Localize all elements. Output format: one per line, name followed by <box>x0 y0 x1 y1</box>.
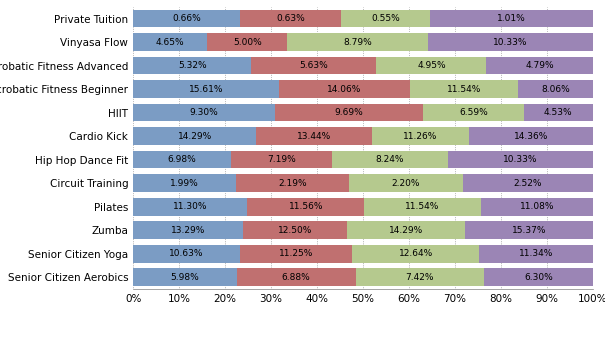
Bar <box>133 268 237 286</box>
Bar <box>486 57 593 74</box>
Text: 8.79%: 8.79% <box>343 38 372 47</box>
Bar <box>448 151 593 169</box>
Text: 0.55%: 0.55% <box>371 14 400 23</box>
Bar <box>356 268 484 286</box>
Bar <box>479 245 593 262</box>
Bar <box>463 174 593 192</box>
Bar <box>430 10 593 28</box>
Bar <box>133 104 275 121</box>
Text: 14.29%: 14.29% <box>177 132 212 141</box>
Text: 15.61%: 15.61% <box>189 85 223 94</box>
Bar <box>287 33 428 51</box>
Bar <box>133 80 279 98</box>
Text: 5.98%: 5.98% <box>171 273 199 282</box>
Bar <box>428 33 593 51</box>
Bar <box>376 57 486 74</box>
Text: 4.65%: 4.65% <box>156 38 185 47</box>
Text: 1.01%: 1.01% <box>497 14 526 23</box>
Text: 11.25%: 11.25% <box>279 249 313 258</box>
Text: 14.29%: 14.29% <box>389 226 423 235</box>
Text: 6.88%: 6.88% <box>282 273 310 282</box>
Bar <box>231 151 332 169</box>
Bar <box>247 198 364 216</box>
Bar <box>410 80 518 98</box>
Text: 4.95%: 4.95% <box>417 61 446 70</box>
Bar <box>481 198 593 216</box>
Bar <box>133 174 236 192</box>
Bar <box>275 104 423 121</box>
Text: 1.99%: 1.99% <box>170 179 199 188</box>
Bar <box>364 198 481 216</box>
Bar <box>332 151 448 169</box>
Text: 4.79%: 4.79% <box>525 61 554 70</box>
Bar <box>484 268 593 286</box>
Bar <box>133 151 231 169</box>
Text: 11.08%: 11.08% <box>520 202 554 211</box>
Text: 10.33%: 10.33% <box>503 155 538 164</box>
Bar <box>133 245 240 262</box>
Text: 7.42%: 7.42% <box>405 273 434 282</box>
Text: 12.64%: 12.64% <box>399 249 433 258</box>
Text: 12.50%: 12.50% <box>278 226 312 235</box>
Bar <box>524 104 593 121</box>
Bar <box>243 221 347 239</box>
Text: 8.06%: 8.06% <box>541 85 570 94</box>
Bar <box>240 10 341 28</box>
Bar <box>240 245 353 262</box>
Text: 10.63%: 10.63% <box>169 249 204 258</box>
Bar <box>236 174 349 192</box>
Text: 6.98%: 6.98% <box>168 155 197 164</box>
Text: 6.59%: 6.59% <box>459 108 488 117</box>
Bar <box>237 268 356 286</box>
Bar <box>349 174 463 192</box>
Bar <box>133 127 257 145</box>
Text: 10.33%: 10.33% <box>493 38 528 47</box>
Bar <box>341 10 430 28</box>
Text: 0.63%: 0.63% <box>276 14 305 23</box>
Text: 11.54%: 11.54% <box>405 202 440 211</box>
Text: 14.36%: 14.36% <box>514 132 548 141</box>
Text: 4.53%: 4.53% <box>544 108 572 117</box>
Bar <box>423 104 524 121</box>
Text: 2.20%: 2.20% <box>391 179 420 188</box>
Text: 14.06%: 14.06% <box>327 85 362 94</box>
Text: 5.00%: 5.00% <box>233 38 262 47</box>
Text: 15.37%: 15.37% <box>512 226 546 235</box>
Bar <box>353 245 479 262</box>
Text: 11.54%: 11.54% <box>446 85 481 94</box>
Text: 5.32%: 5.32% <box>178 61 206 70</box>
Text: 2.52%: 2.52% <box>514 179 542 188</box>
Bar <box>257 127 372 145</box>
Text: 11.56%: 11.56% <box>289 202 323 211</box>
Bar <box>133 57 251 74</box>
Bar <box>133 10 240 28</box>
Bar <box>133 221 243 239</box>
Text: 11.30%: 11.30% <box>173 202 208 211</box>
Bar <box>133 33 208 51</box>
Bar <box>469 127 593 145</box>
Text: 8.24%: 8.24% <box>376 155 404 164</box>
Text: 9.69%: 9.69% <box>335 108 364 117</box>
Bar <box>251 57 376 74</box>
Text: 5.63%: 5.63% <box>299 61 329 70</box>
Text: 13.29%: 13.29% <box>171 226 205 235</box>
Text: 2.19%: 2.19% <box>278 179 307 188</box>
Text: 11.26%: 11.26% <box>404 132 438 141</box>
Bar <box>465 221 593 239</box>
Bar <box>518 80 593 98</box>
Text: 13.44%: 13.44% <box>297 132 332 141</box>
Bar <box>208 33 287 51</box>
Text: 6.30%: 6.30% <box>524 273 553 282</box>
Bar <box>279 80 410 98</box>
Text: 9.30%: 9.30% <box>190 108 218 117</box>
Text: 11.34%: 11.34% <box>519 249 553 258</box>
Text: 7.19%: 7.19% <box>267 155 296 164</box>
Bar <box>133 198 247 216</box>
Text: 0.66%: 0.66% <box>172 14 201 23</box>
Bar <box>372 127 469 145</box>
Bar <box>347 221 465 239</box>
